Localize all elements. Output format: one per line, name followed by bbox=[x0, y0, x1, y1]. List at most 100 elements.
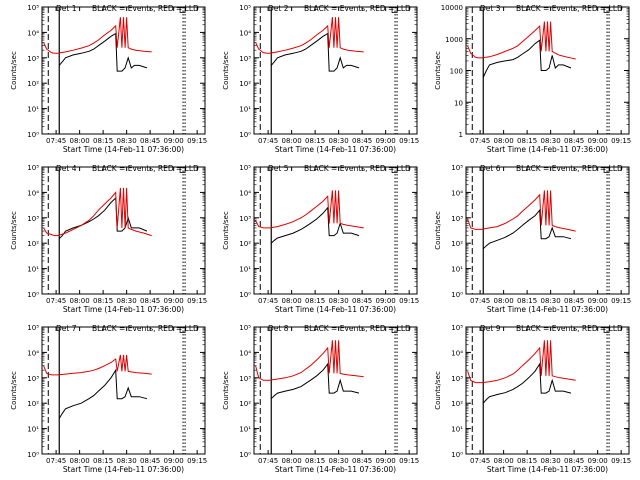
x-tick-label: 08:00 bbox=[70, 137, 90, 145]
series-lld-line bbox=[43, 187, 152, 237]
x-tick-label: 08:15 bbox=[305, 457, 325, 465]
y-axis-label: Counts/sec bbox=[434, 211, 442, 250]
y-axis-label: Counts/sec bbox=[434, 371, 442, 410]
series-events-line bbox=[58, 368, 148, 419]
legend-text: BLACK = Events, RED = LLD bbox=[304, 164, 411, 173]
y-tick-label: 10⁵ bbox=[239, 164, 251, 172]
x-axis-label: Start Time (14-Feb-11 07:36:00) bbox=[63, 145, 184, 154]
legend-text: BLACK = Events, RED = LLD bbox=[304, 4, 411, 13]
series-lld-line bbox=[467, 21, 576, 60]
x-axis-label: Start Time (14-Feb-11 07:36:00) bbox=[275, 465, 396, 474]
x-tick-label: 08:45 bbox=[140, 137, 160, 145]
y-tick-label: 10000 bbox=[441, 4, 463, 12]
y-tick-label: 10³ bbox=[239, 55, 251, 63]
x-tick-label: 09:00 bbox=[164, 297, 184, 305]
y-tick-label: 100 bbox=[450, 68, 463, 76]
y-tick-label: 10⁵ bbox=[239, 324, 251, 332]
x-tick-label: 07:45 bbox=[470, 137, 490, 145]
x-tick-label: 08:15 bbox=[93, 297, 113, 305]
x-tick-label: 07:45 bbox=[46, 297, 66, 305]
y-tick-label: 10² bbox=[239, 240, 251, 248]
plot-frame bbox=[465, 326, 630, 455]
x-tick-label: 08:30 bbox=[541, 457, 561, 465]
x-axis-label: Start Time (14-Feb-11 07:36:00) bbox=[275, 145, 396, 154]
panel-title: Det 7 bbox=[56, 324, 77, 333]
x-tick-label: 08:00 bbox=[70, 297, 90, 305]
y-tick-label: 10⁴ bbox=[451, 189, 463, 197]
y-tick-label: 10¹ bbox=[27, 426, 39, 434]
y-tick-label: 10³ bbox=[27, 55, 39, 63]
y-tick-label: 10⁴ bbox=[27, 189, 39, 197]
x-tick-label: 09:00 bbox=[588, 137, 608, 145]
y-tick-label: 10⁰ bbox=[27, 131, 39, 139]
marker-box bbox=[603, 327, 610, 333]
series-lld-line bbox=[467, 340, 576, 384]
plot-frame bbox=[41, 6, 206, 135]
y-tick-label: 10⁰ bbox=[27, 291, 39, 299]
x-tick-label: 08:15 bbox=[93, 457, 113, 465]
series-events-line bbox=[270, 362, 360, 400]
series-lld-line bbox=[255, 340, 364, 381]
marker-box bbox=[179, 7, 186, 13]
y-tick-label: 10¹ bbox=[451, 266, 463, 274]
x-tick-label: 08:30 bbox=[329, 457, 349, 465]
series-events-line bbox=[58, 196, 148, 240]
x-tick-label: 07:45 bbox=[46, 457, 66, 465]
x-tick-label: 08:15 bbox=[305, 297, 325, 305]
panel-det-4: Det 4 BLACK = Events, RED = LLD 10⁰ 10¹ 10² 1… bbox=[10, 164, 207, 314]
x-tick-label: 09:15 bbox=[187, 137, 207, 145]
x-tick-label: 09:00 bbox=[376, 457, 396, 465]
panel-title: Det 8 bbox=[268, 324, 289, 333]
marker-box bbox=[603, 167, 610, 173]
y-tick-label: 10⁴ bbox=[27, 349, 39, 357]
series-events-line bbox=[58, 32, 148, 72]
panel-det-1: Det 1 BLACK = Events, RED = LLD 10⁰ 10¹ 10² 1… bbox=[10, 4, 207, 154]
x-tick-label: 07:45 bbox=[46, 137, 66, 145]
x-tick-label: 07:45 bbox=[258, 137, 278, 145]
x-tick-label: 09:15 bbox=[399, 457, 419, 465]
panel-det-2: Det 2 BLACK = Events, RED = LLD 10⁰ 10¹ 10² 1… bbox=[222, 4, 419, 154]
y-tick-label: 10¹ bbox=[239, 106, 251, 114]
x-tick-label: 09:00 bbox=[164, 137, 184, 145]
x-tick-label: 09:00 bbox=[376, 137, 396, 145]
y-tick-label: 10¹ bbox=[239, 266, 251, 274]
x-tick-label: 07:45 bbox=[470, 297, 490, 305]
x-tick-label: 09:00 bbox=[588, 457, 608, 465]
x-tick-label: 08:45 bbox=[352, 457, 372, 465]
x-tick-label: 08:30 bbox=[541, 137, 561, 145]
y-axis-label: Counts/sec bbox=[222, 211, 230, 250]
x-tick-label: 08:15 bbox=[305, 137, 325, 145]
y-axis-label: Counts/sec bbox=[10, 51, 18, 90]
y-axis-label: Counts/sec bbox=[222, 371, 230, 410]
panel-title: Det 3 bbox=[480, 4, 501, 13]
panel-title: Det 1 bbox=[56, 4, 77, 13]
plot-frame bbox=[41, 326, 206, 455]
x-tick-label: 09:15 bbox=[611, 137, 631, 145]
y-tick-label: 10⁵ bbox=[27, 324, 39, 332]
x-tick-label: 08:00 bbox=[282, 137, 302, 145]
y-tick-label: 10¹ bbox=[27, 106, 39, 114]
series-events-line bbox=[482, 362, 572, 404]
x-tick-label: 08:15 bbox=[517, 297, 537, 305]
y-tick-label: 10⁴ bbox=[451, 349, 463, 357]
panel-title: Det 9 bbox=[480, 324, 501, 333]
panel-title: Det 4 bbox=[56, 164, 77, 173]
y-tick-label: 10⁴ bbox=[239, 29, 251, 37]
x-tick-label: 08:00 bbox=[282, 297, 302, 305]
y-tick-label: 10³ bbox=[239, 215, 251, 223]
x-tick-label: 09:00 bbox=[588, 297, 608, 305]
y-tick-label: 10⁵ bbox=[27, 4, 39, 12]
series-lld-line bbox=[467, 190, 576, 232]
series-events-line bbox=[482, 39, 572, 78]
panel-title: Det 2 bbox=[268, 4, 289, 13]
plot-frame bbox=[465, 166, 630, 295]
x-tick-label: 08:45 bbox=[564, 137, 584, 145]
marker-box bbox=[179, 327, 186, 333]
series-events-line bbox=[270, 206, 360, 244]
y-tick-label: 10³ bbox=[27, 215, 39, 223]
x-tick-label: 08:15 bbox=[517, 137, 537, 145]
x-tick-label: 09:15 bbox=[187, 297, 207, 305]
y-tick-label: 10⁵ bbox=[239, 4, 251, 12]
x-tick-label: 08:00 bbox=[70, 457, 90, 465]
x-tick-label: 08:00 bbox=[494, 457, 514, 465]
